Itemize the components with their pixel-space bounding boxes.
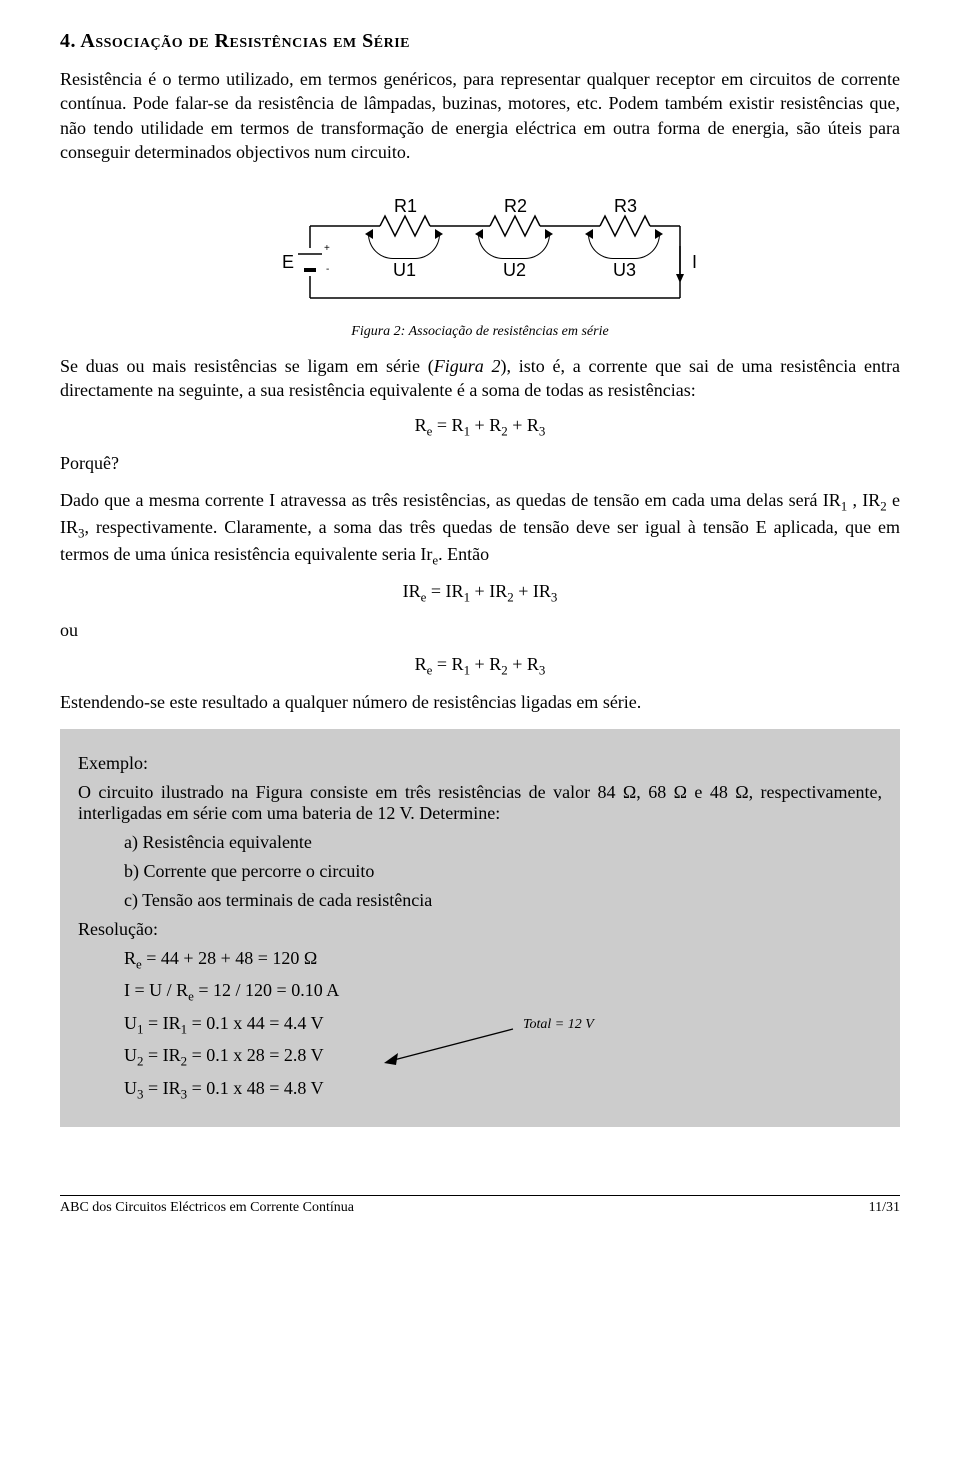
paragraph-ou: ou — [60, 618, 900, 642]
example-l1: Re = 44 + 28 + 48 = 120 Ω — [124, 948, 882, 973]
circuit-figure: R1 R2 R3 U1 U2 U3 E + - I — [60, 186, 900, 316]
formula-re2: Re = R1 + R2 + R3 — [60, 654, 900, 679]
total-arrow-icon — [378, 1015, 638, 1105]
section-title: Associação de Resistências em Série — [80, 30, 410, 52]
paragraph-explain: Dado que a mesma corrente I atravessa as… — [60, 488, 900, 569]
label-e: E — [282, 252, 294, 273]
example-b: b) Corrente que percorre o circuito — [124, 861, 882, 882]
example-a: a) Resistência equivalente — [124, 832, 882, 853]
paragraph-intro: Resistência é o termo utilizado, em term… — [60, 67, 900, 164]
formula-ire: IRe = IR1 + IR2 + IR3 — [60, 581, 900, 606]
example-text: O circuito ilustrado na Figura consiste … — [78, 782, 882, 824]
p2-fig-ref: Figura 2 — [434, 356, 501, 376]
label-i: I — [692, 252, 697, 273]
paragraph-extend: Estendendo-se este resultado a qualquer … — [60, 690, 900, 714]
example-c: c) Tensão aos terminais de cada resistên… — [124, 890, 882, 911]
label-minus: - — [326, 264, 329, 275]
label-r3: R3 — [614, 196, 637, 217]
label-r1: R1 — [394, 196, 417, 217]
label-r2: R2 — [504, 196, 527, 217]
paragraph-series: Se duas ou mais resistências se ligam em… — [60, 354, 900, 403]
total-note: Total = 12 V — [523, 1017, 594, 1033]
footer-right: 11/31 — [869, 1200, 900, 1216]
label-u1: U1 — [393, 260, 416, 281]
p2a: Se duas ou mais resistências se ligam em… — [60, 356, 434, 376]
example-l2: I = U / Re = 12 / 120 = 0.10 A — [124, 980, 882, 1005]
section-number: 4. — [60, 30, 80, 52]
paragraph-porque: Porquê? — [60, 451, 900, 475]
figure-caption: Figura 2: Associação de resistências em … — [60, 324, 900, 340]
label-u2: U2 — [503, 260, 526, 281]
formula-re: Re = R1 + R2 + R3 — [60, 415, 900, 440]
example-box: Exemplo: O circuito ilustrado na Figura … — [60, 729, 900, 1127]
example-res: Resolução: — [78, 919, 882, 940]
footer-left: ABC dos Circuitos Eléctricos em Corrente… — [60, 1200, 354, 1216]
label-u3: U3 — [613, 260, 636, 281]
label-plus: + — [324, 243, 330, 254]
example-title: Exemplo: — [78, 753, 882, 774]
